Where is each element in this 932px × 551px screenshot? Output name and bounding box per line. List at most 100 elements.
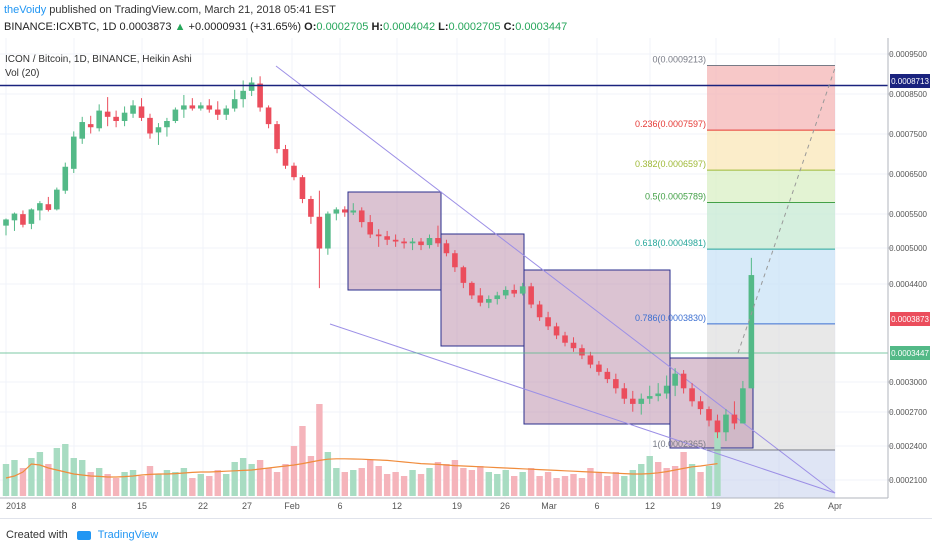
candle-body [79,122,86,139]
volume-bar [621,476,628,496]
author-link[interactable]: theVoidy [4,4,47,16]
time-axis[interactable]: 2018 8 15 22 27 Feb 6 12 19 26 Mar 6 12 19 26 Apr [6,501,842,511]
volume-bar [239,458,247,496]
volume-bar [316,404,323,496]
volume-bar [307,456,315,496]
time-tick-label: 6 [337,501,342,511]
volume-bar [544,472,552,496]
upper-price-tag-text: 0.0008713 [891,77,929,86]
volume-bar [112,478,120,496]
candle-body [401,241,407,244]
low-label: L: [438,21,449,33]
volume-bar [62,444,69,496]
volume-bar [248,464,255,496]
candle-body [596,364,602,372]
fib-labels: 0(0.0009213) 0.236(0.0007597) 0.382(0.0006… [635,54,706,448]
candle-body [723,414,729,433]
candle-body [113,116,119,121]
fib-level-label: 1(0.0002365) [652,439,706,449]
volume-bar [400,476,408,496]
candle-body [689,388,695,402]
candle-body [485,299,492,303]
candle-body [426,238,433,246]
candle-body [342,209,348,213]
projection-dashed-line [737,67,836,354]
volume-bar [646,456,653,496]
close-price-tag: 0.0003447 [890,346,930,360]
close-price-tag-bg [890,346,930,360]
time-tick-label: 22 [198,501,208,511]
volume-bar [163,470,171,496]
candle-body [562,335,568,343]
candle-body [435,238,441,244]
price-tick-label: 0.0005000 [889,244,927,253]
volume-bar [409,470,416,496]
candles [3,76,755,442]
volume-ma-line [5,458,718,479]
price-axis[interactable]: 0.0009500 0.0008500 0.0007500 0.0006500 0.00… [888,50,928,485]
volume-bar [654,462,662,496]
candle-body [240,90,246,100]
volume-bar [680,452,687,496]
volume-bar [612,472,620,496]
volume-bar [138,476,145,496]
time-tick-label: 19 [452,501,462,511]
symbol-price: BINANCE:ICXBTC, 1D 0.0003873 [4,21,172,33]
volume-bar [95,468,103,496]
candle-body [545,317,551,327]
volume-bar [468,470,476,496]
volume-bar [460,468,467,496]
volume-bar [180,468,188,496]
candle-body [579,348,585,356]
candle-body [37,203,43,211]
time-tick-label: Apr [828,501,842,511]
volume-bar [367,460,374,496]
volume-bar [282,464,289,496]
candle-body [172,109,179,121]
candle-body [20,214,26,225]
candle-body [130,105,136,114]
candle-body [663,385,670,394]
volume-bar [129,470,137,496]
candle-body [384,236,390,240]
volume-bar [146,466,154,496]
fib-level-label: 0(0.0009213) [652,54,706,64]
volume-bar [443,464,450,496]
fib-level-label: 0.236(0.0007597) [635,119,706,129]
candle-body [536,304,543,318]
volume-bar [79,460,86,496]
volume-bar [36,452,44,496]
candle-body [214,109,221,115]
volume-bar [705,466,713,496]
candle-body [706,409,712,421]
candle-body [299,177,306,199]
candle-body [748,275,755,389]
fib-fills [707,65,835,498]
time-tick-label: 6 [594,501,599,511]
volume-bar [172,472,179,496]
candle-body [147,117,153,134]
candle-body [11,213,18,221]
volume-bar [519,472,526,496]
candle-body [655,393,661,397]
last-price-tag-bg [890,312,930,326]
volume-bar [383,474,391,496]
volume-bar [688,464,696,496]
volume-bar [536,476,543,496]
volume-bar [671,466,679,496]
volume-bar [53,448,61,496]
volume-bar [570,474,577,496]
volume-bar [451,460,459,496]
candle-body [282,149,289,166]
footer: Created with TradingView [0,518,932,551]
chart-canvas[interactable]: 0(0.0009213) 0.236(0.0007597) 0.382(0.0006… [0,38,932,518]
candle-body [155,127,162,133]
candle-body [502,289,509,296]
volume-bar [333,468,340,496]
time-tick-label: 15 [137,501,147,511]
time-tick-label: 12 [392,501,402,511]
lower-trendline [329,323,836,494]
tradingview-link[interactable]: TradingView [97,529,159,541]
price-tick-label: 0.0008500 [889,90,927,99]
volume-bar [477,466,484,496]
